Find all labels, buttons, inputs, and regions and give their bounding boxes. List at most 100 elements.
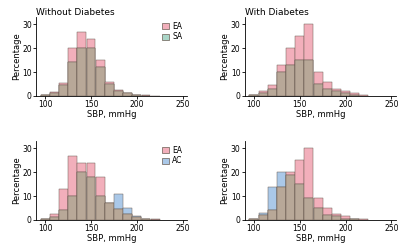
Bar [277, 172, 286, 220]
Bar [277, 186, 286, 220]
Bar [68, 156, 77, 220]
Bar [50, 214, 59, 220]
Bar [114, 90, 123, 96]
Bar [277, 72, 286, 96]
Bar [114, 91, 123, 96]
Bar [151, 219, 160, 220]
Bar [295, 60, 304, 96]
Bar [77, 48, 86, 96]
Bar [77, 32, 86, 96]
Bar [258, 91, 268, 96]
Bar [250, 95, 258, 96]
Bar [96, 67, 105, 96]
Bar [350, 219, 359, 220]
Bar [323, 208, 332, 220]
Bar [286, 48, 295, 96]
Bar [123, 93, 132, 96]
Bar [286, 175, 295, 220]
Bar [250, 219, 258, 220]
Bar [341, 93, 350, 96]
Legend: EA, SA: EA, SA [161, 21, 184, 42]
Bar [96, 177, 105, 220]
Y-axis label: Percentage: Percentage [220, 33, 230, 81]
Bar [268, 89, 277, 96]
Bar [304, 24, 314, 96]
Bar [332, 216, 341, 220]
Bar [286, 65, 295, 96]
Bar [50, 217, 59, 220]
Bar [77, 172, 86, 220]
Bar [268, 210, 277, 220]
Bar [77, 48, 86, 96]
Bar [114, 209, 123, 220]
Bar [314, 208, 322, 220]
Bar [295, 184, 304, 220]
Bar [41, 95, 50, 96]
Bar [295, 184, 304, 220]
Bar [105, 203, 114, 220]
Bar [59, 210, 68, 220]
Bar [132, 217, 141, 220]
Bar [341, 93, 350, 96]
X-axis label: SBP, mmHg: SBP, mmHg [296, 110, 345, 119]
Bar [323, 89, 332, 96]
Bar [50, 217, 59, 220]
Bar [332, 89, 341, 96]
Bar [96, 196, 105, 220]
Bar [59, 210, 68, 220]
Text: Without Diabetes: Without Diabetes [36, 7, 115, 17]
Bar [114, 209, 123, 220]
Bar [41, 95, 50, 96]
Bar [332, 214, 341, 220]
Y-axis label: Percentage: Percentage [12, 33, 21, 81]
X-axis label: SBP, mmHg: SBP, mmHg [296, 234, 345, 243]
Bar [323, 89, 332, 96]
Bar [59, 85, 68, 96]
Bar [323, 215, 332, 220]
Bar [114, 194, 123, 220]
Legend: EA, AC: EA, AC [161, 145, 184, 166]
Bar [142, 219, 150, 220]
Bar [86, 48, 96, 96]
Bar [105, 82, 114, 96]
Bar [341, 91, 350, 96]
Bar [86, 48, 96, 96]
Bar [360, 95, 368, 96]
Bar [132, 95, 141, 96]
Bar [277, 186, 286, 220]
Bar [59, 85, 68, 96]
Bar [105, 203, 114, 220]
Bar [250, 95, 258, 96]
Bar [304, 60, 314, 96]
Bar [68, 62, 77, 96]
Bar [314, 72, 322, 96]
Bar [50, 92, 59, 96]
Bar [277, 72, 286, 96]
Bar [86, 39, 96, 96]
Bar [304, 148, 314, 220]
Bar [268, 85, 277, 96]
Bar [258, 213, 268, 220]
Bar [286, 175, 295, 220]
Bar [360, 219, 368, 220]
Bar [250, 95, 258, 96]
Bar [323, 82, 332, 96]
X-axis label: SBP, mmHg: SBP, mmHg [87, 234, 136, 243]
Bar [341, 219, 350, 220]
Bar [341, 219, 350, 220]
Bar [96, 60, 105, 96]
Bar [86, 177, 96, 220]
Bar [258, 93, 268, 96]
Bar [123, 208, 132, 220]
Bar [323, 215, 332, 220]
Bar [350, 95, 359, 96]
Bar [268, 89, 277, 96]
Bar [332, 216, 341, 220]
Bar [123, 93, 132, 96]
Bar [123, 214, 132, 220]
Bar [295, 36, 304, 96]
Bar [59, 189, 68, 220]
Bar [286, 65, 295, 96]
Bar [350, 219, 359, 220]
Bar [105, 84, 114, 96]
